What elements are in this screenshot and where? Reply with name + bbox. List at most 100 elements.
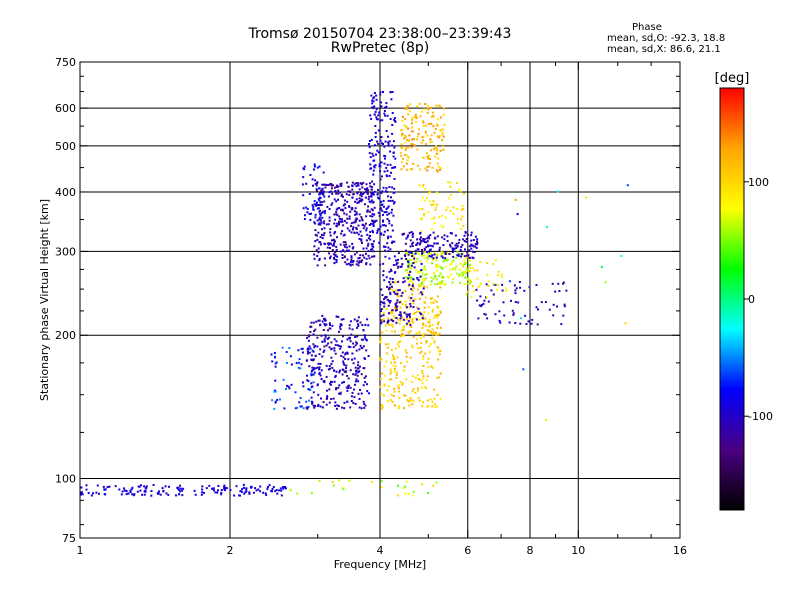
data-point [365, 229, 368, 232]
data-point [624, 322, 627, 325]
data-point [354, 344, 357, 347]
data-point [386, 242, 389, 245]
data-point [306, 350, 309, 353]
data-point [314, 328, 317, 331]
data-point [205, 487, 208, 490]
data-point [296, 492, 299, 495]
data-point [410, 399, 413, 401]
data-point [388, 312, 390, 315]
colorbar-tick-label: -100 [748, 410, 773, 423]
data-point [422, 121, 425, 124]
data-point [391, 325, 394, 328]
data-point [340, 195, 343, 198]
data-point [330, 187, 333, 190]
data-point [407, 127, 410, 130]
data-point [443, 123, 446, 126]
data-point [372, 250, 375, 253]
data-point [383, 298, 385, 301]
data-point [323, 200, 326, 203]
data-point [280, 489, 283, 492]
data-point [369, 238, 372, 241]
data-point [79, 493, 82, 496]
data-point [468, 264, 471, 267]
data-point [364, 381, 367, 384]
data-point [335, 407, 338, 410]
data-point [355, 263, 358, 266]
data-point [400, 329, 403, 332]
data-point [419, 270, 422, 273]
data-point [343, 401, 346, 404]
data-point [363, 224, 366, 227]
data-point [310, 325, 313, 328]
data-point [497, 274, 500, 277]
data-point [317, 403, 320, 406]
data-point [397, 295, 400, 298]
data-point [406, 360, 409, 363]
data-point [467, 277, 470, 280]
data-point [106, 486, 109, 489]
data-point [136, 490, 139, 493]
data-point [466, 278, 469, 281]
data-point [383, 110, 386, 112]
data-point [415, 332, 418, 335]
data-point [387, 205, 390, 208]
data-point [381, 142, 383, 145]
data-point [421, 377, 424, 380]
data-point [318, 257, 321, 260]
data-point [476, 243, 478, 246]
data-point [404, 118, 407, 121]
data-point [418, 208, 421, 211]
data-point [343, 363, 346, 366]
data-point [442, 148, 445, 151]
data-point [371, 248, 374, 251]
data-point [362, 345, 365, 348]
data-point [302, 207, 305, 210]
data-point [345, 221, 348, 224]
data-point [380, 191, 383, 194]
data-point [405, 480, 408, 483]
data-point [368, 257, 371, 260]
data-point [319, 374, 322, 377]
data-point [309, 174, 312, 176]
data-point [357, 200, 360, 203]
data-point [400, 168, 403, 171]
data-point [377, 211, 380, 214]
data-point [444, 257, 447, 260]
data-point [434, 155, 437, 158]
data-point [310, 373, 313, 376]
data-point [375, 153, 377, 156]
data-point [405, 318, 408, 321]
data-point [356, 374, 359, 377]
data-point [556, 190, 559, 193]
data-point [399, 306, 402, 309]
data-point [357, 257, 360, 260]
data-point [418, 310, 421, 313]
y-axis-label: Stationary phase Virtual Height [km] [38, 199, 51, 401]
data-point [343, 199, 346, 202]
data-point [388, 257, 391, 260]
data-point [443, 259, 446, 262]
data-point [413, 287, 415, 290]
data-point [300, 363, 303, 366]
data-point [349, 210, 352, 213]
data-point [365, 262, 368, 265]
data-point [343, 370, 346, 373]
data-point [451, 260, 454, 263]
data-point [442, 276, 445, 279]
data-point [346, 351, 349, 354]
data-point [404, 149, 407, 151]
data-point [328, 365, 331, 367]
data-point [408, 404, 411, 407]
data-point [407, 493, 410, 495]
data-point [332, 244, 335, 247]
data-point [423, 311, 426, 314]
data-point [469, 282, 471, 285]
data-point [423, 265, 426, 268]
data-point [316, 264, 319, 267]
data-point [401, 303, 404, 306]
data-point [421, 277, 424, 280]
data-point [417, 307, 420, 310]
data-point [405, 252, 407, 255]
data-point [459, 273, 462, 276]
data-point [473, 290, 476, 293]
